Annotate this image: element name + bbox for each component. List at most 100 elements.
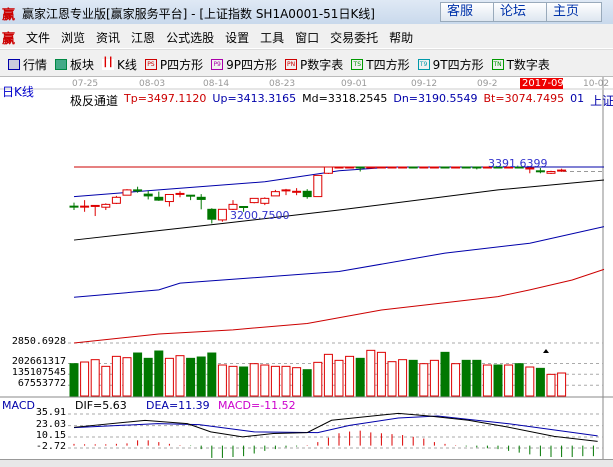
candles-icon: ┃┃ (102, 58, 115, 70)
low-marker: 3200.7500 (230, 209, 290, 222)
candle-body (504, 166, 514, 169)
kline-chart[interactable]: 日K线 07-25 08-03 08-14 08-23 09-01 09-12 09-2 10… (0, 77, 613, 467)
high-marker: 3391.6399 (488, 157, 548, 170)
chart-canvas (0, 77, 613, 460)
candle-body (313, 174, 323, 198)
menu-item[interactable]: 资讯 (96, 31, 121, 45)
candle-body (557, 169, 567, 172)
candle-body (302, 190, 312, 198)
app-logo: 赢 (2, 8, 16, 23)
toolbar-button[interactable]: TS T四方形 (351, 56, 410, 73)
volume-bar (80, 361, 90, 397)
toolbar-label: 9P四方形 (226, 58, 278, 72)
candle-body (387, 166, 397, 169)
home-button[interactable]: 主页 (546, 2, 602, 22)
macd-title: MACD (2, 399, 35, 412)
candle-body (546, 171, 556, 174)
menu-item[interactable]: 设置 (225, 31, 250, 45)
candle-body (461, 166, 471, 169)
volume-bar (376, 351, 386, 397)
t9-icon: T9 (417, 59, 430, 70)
title-bar: 赢 赢家江恩专业版[赢家服务平台] - [上证指数 SH1A0001-51日K线… (0, 0, 613, 24)
volume-bar (249, 363, 259, 397)
volume-bar (525, 366, 535, 397)
candle-body (429, 166, 439, 169)
candle-body (535, 170, 545, 173)
candle-body (419, 166, 429, 169)
candle-body (122, 189, 132, 196)
indicator-name: 极反通道 (70, 94, 119, 108)
volume-bar (292, 367, 302, 397)
md-value: Md=3318.2545 (302, 92, 388, 105)
candle-body (440, 166, 450, 169)
candle-body (376, 166, 386, 169)
candle-body (451, 166, 461, 169)
toolbar-label: T数字表 (506, 58, 550, 72)
candle-body (493, 166, 503, 169)
volume-bar (504, 364, 514, 397)
volume-axis-label: 202661317 (11, 356, 66, 367)
ts-icon: TS (351, 59, 364, 70)
candle-body (207, 208, 217, 220)
volume-bar (217, 364, 227, 397)
toolbar-label: P四方形 (159, 58, 204, 72)
indicator-code: 01 (570, 92, 585, 105)
channel-line-bt (73, 268, 605, 344)
candle-body (164, 193, 174, 203)
window-title: 赢家江恩专业版[赢家服务平台] - [上证指数 SH1A0001-51日K线] (22, 7, 375, 21)
menu-item[interactable]: 窗口 (295, 31, 320, 45)
menu-item[interactable]: 江恩 (131, 31, 156, 45)
volume-bar (186, 357, 196, 397)
candle-body (514, 166, 524, 169)
volume-bar (440, 351, 450, 397)
price-axis-label: 2850.6928 (11, 336, 66, 347)
macd-axis-label: -2.72 (35, 441, 66, 452)
volume-bar (451, 363, 461, 397)
candle-body (143, 193, 153, 197)
volume-bar (69, 363, 79, 397)
candle-body (292, 190, 302, 193)
menu-item[interactable]: 浏览 (61, 31, 86, 45)
forum-button[interactable]: 论坛 (493, 2, 549, 22)
customer-service-button[interactable]: 客服 (440, 2, 496, 22)
volume-axis-label: 67553772 (17, 378, 66, 389)
toolbar-button[interactable]: ┃┃ K线 (102, 56, 137, 73)
tn-icon: TN (491, 59, 504, 70)
toolbar-button[interactable]: 板块 (55, 56, 94, 73)
volume-bar (270, 365, 280, 397)
toolbar-label: P数字表 (300, 58, 344, 72)
volume-bar (514, 363, 524, 397)
toolbar-button[interactable]: T9 9T四方形 (417, 56, 484, 73)
volume-bar (175, 355, 185, 397)
toolbar-button[interactable]: PN P数字表 (285, 56, 343, 73)
candle-body (472, 166, 482, 169)
toolbar-button[interactable]: PS P四方形 (144, 56, 204, 73)
menu-item[interactable]: 公式选股 (166, 31, 215, 45)
toolbar-button[interactable]: 行情 (8, 56, 47, 73)
p9-icon: P9 (211, 59, 224, 70)
candle-body (345, 166, 355, 169)
channel-line-up (73, 166, 604, 198)
volume-bar (334, 359, 344, 397)
toolbar-button[interactable]: P9 9P四方形 (211, 56, 277, 73)
date-tick: 09-2 (477, 79, 498, 89)
menu-item[interactable]: 帮助 (389, 31, 414, 45)
candle-body (175, 192, 185, 195)
volume-bar (461, 359, 471, 397)
volume-bar (111, 355, 121, 397)
candle-body (334, 166, 344, 169)
menu-item[interactable]: 文件 (26, 31, 51, 45)
menu-item[interactable]: 工具 (260, 31, 285, 45)
candle-body (366, 166, 376, 169)
volume-bar (419, 363, 429, 397)
toolbar-button[interactable]: TN T数字表 (491, 56, 550, 73)
macd-axis-label: 23.03 (35, 419, 66, 430)
candle-body (281, 189, 291, 192)
candle-body (90, 204, 100, 207)
indicator-header: 极反通道 Tp=3497.1120 Up=3413.3165 Md=3318.2… (70, 92, 613, 109)
menu-item[interactable]: 交易委托 (330, 31, 379, 45)
channel-line-md (73, 179, 605, 241)
date-tick: 08-23 (269, 79, 296, 89)
up-value: Up=3413.3165 (212, 92, 297, 105)
volume-bar (239, 366, 249, 397)
